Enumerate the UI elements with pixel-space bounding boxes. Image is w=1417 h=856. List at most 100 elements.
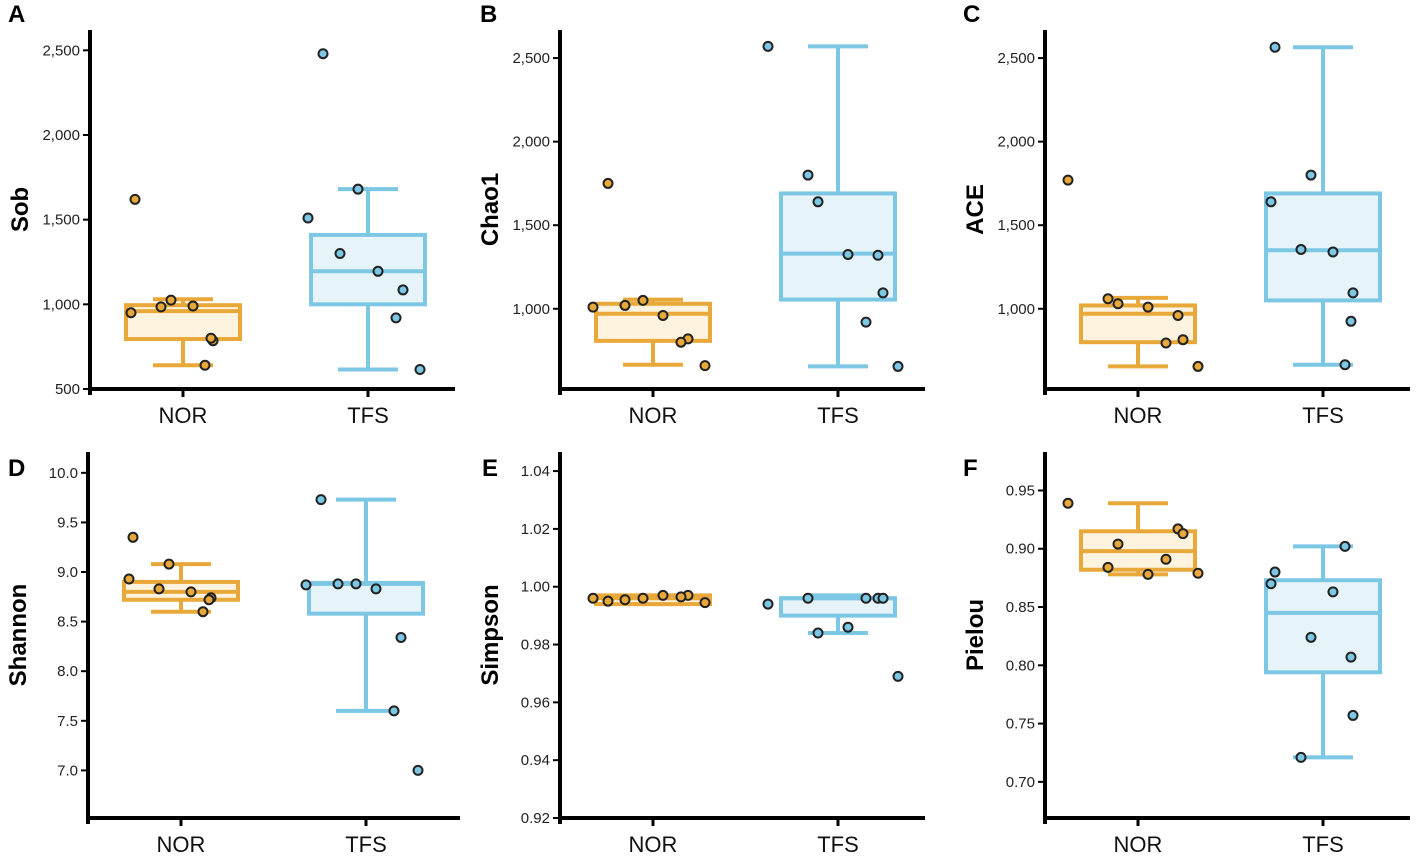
data-point bbox=[1345, 315, 1357, 327]
y-tick-label: 9.5 bbox=[57, 514, 78, 531]
data-point bbox=[1339, 359, 1351, 371]
data-point bbox=[762, 598, 774, 610]
data-point bbox=[1345, 651, 1357, 663]
data-point bbox=[203, 594, 215, 606]
data-point bbox=[315, 494, 327, 506]
y-axis-label: Sob bbox=[7, 187, 34, 232]
box-iqr bbox=[307, 580, 425, 616]
data-point bbox=[370, 583, 382, 595]
y-tick-label: 0.80 bbox=[1006, 657, 1035, 674]
data-point bbox=[1142, 568, 1154, 580]
y-tick-label: 0.85 bbox=[1006, 599, 1035, 616]
data-point bbox=[205, 332, 217, 344]
data-point bbox=[1347, 709, 1359, 721]
y-tick-label: 7.0 bbox=[57, 762, 78, 779]
data-point bbox=[877, 592, 889, 604]
y-tick-label: 1,000 bbox=[997, 301, 1035, 318]
panel-letter: C bbox=[963, 1, 980, 28]
data-point bbox=[1192, 567, 1204, 579]
box-NOR bbox=[124, 193, 242, 371]
data-point bbox=[1160, 337, 1172, 349]
data-point bbox=[163, 558, 175, 570]
data-point bbox=[127, 531, 139, 543]
data-point bbox=[1269, 566, 1281, 578]
y-tick-label: 0.98 bbox=[521, 637, 550, 654]
panel-letter: F bbox=[963, 455, 978, 482]
data-point bbox=[1295, 243, 1307, 255]
panel-A: A Sob 500 1,000 1,500 2,000 2,500 NOR TFS bbox=[7, 1, 455, 428]
data-point bbox=[155, 301, 167, 313]
x-tick-label: NOR bbox=[629, 832, 678, 856]
y-tick-label: 1,000 bbox=[512, 301, 550, 318]
y-tick-label: 0.90 bbox=[1006, 541, 1035, 558]
y-tick-label: 9.0 bbox=[57, 564, 78, 581]
x-tick-label: TFS bbox=[1302, 403, 1344, 428]
data-point bbox=[675, 336, 687, 348]
data-point bbox=[334, 248, 346, 260]
x-tick-label: TFS bbox=[817, 832, 859, 856]
box-TFS bbox=[762, 40, 904, 372]
box-iqr bbox=[1264, 191, 1382, 303]
panel-letter: A bbox=[8, 1, 25, 28]
y-tick-label: 10.0 bbox=[49, 465, 78, 482]
data-point bbox=[1295, 751, 1307, 763]
y-tick-label: 2,000 bbox=[997, 134, 1035, 151]
y-tick-label: 1.00 bbox=[521, 579, 550, 596]
x-tick-label: TFS bbox=[817, 403, 859, 428]
data-point bbox=[123, 573, 135, 585]
data-point bbox=[1305, 631, 1317, 643]
y-axis-label: Simpson bbox=[477, 584, 504, 685]
data-point bbox=[350, 578, 362, 590]
y-tick-label: 1.02 bbox=[521, 521, 550, 538]
y-tick-label: 1,500 bbox=[512, 217, 550, 234]
y-tick-label: 500 bbox=[55, 381, 80, 398]
data-point bbox=[390, 312, 402, 324]
data-point bbox=[802, 169, 814, 181]
y-tick-label: 2,500 bbox=[42, 42, 80, 59]
box-iqr bbox=[1264, 578, 1382, 675]
data-point bbox=[587, 301, 599, 313]
data-point bbox=[1305, 169, 1317, 181]
y-axis-label: ACE bbox=[962, 184, 989, 235]
panel-C: C ACE 1,000 1,500 2,000 2,500 NOR TFS bbox=[962, 1, 1410, 428]
box-NOR bbox=[587, 589, 712, 609]
box-iqr bbox=[779, 191, 897, 302]
data-point bbox=[412, 764, 424, 776]
y-tick-label: 2,000 bbox=[512, 134, 550, 151]
y-tick-label: 0.94 bbox=[521, 752, 550, 769]
data-point bbox=[1265, 578, 1277, 590]
data-point bbox=[395, 631, 407, 643]
data-point bbox=[860, 316, 872, 328]
data-point bbox=[300, 579, 312, 591]
box-iqr bbox=[594, 301, 712, 343]
data-point bbox=[602, 595, 614, 607]
data-point bbox=[1265, 196, 1277, 208]
y-tick-label: 0.70 bbox=[1006, 774, 1035, 791]
data-point bbox=[802, 592, 814, 604]
y-tick-label: 7.5 bbox=[57, 713, 78, 730]
panel-F: F Pielou 0.70 0.75 0.80 0.85 0.90 0.95 NOR TFS bbox=[962, 452, 1410, 856]
data-point bbox=[1102, 561, 1114, 573]
x-tick-label: TFS bbox=[347, 403, 389, 428]
data-point bbox=[129, 193, 141, 205]
data-point bbox=[872, 249, 884, 261]
data-point bbox=[1102, 293, 1114, 305]
data-point bbox=[1142, 301, 1154, 313]
data-point bbox=[1347, 287, 1359, 299]
y-tick-label: 1,500 bbox=[42, 212, 80, 229]
x-tick-label: NOR bbox=[1114, 403, 1163, 428]
box-TFS bbox=[300, 494, 425, 776]
data-point bbox=[153, 583, 165, 595]
data-point bbox=[657, 309, 669, 321]
data-point bbox=[637, 294, 649, 306]
panel-D: D Shannon 7.0 7.5 8.0 8.5 9.0 9.5 10.0 NOR TFS bbox=[5, 452, 460, 856]
y-tick-label: 2,000 bbox=[42, 127, 80, 144]
data-point bbox=[1327, 246, 1339, 258]
data-point bbox=[860, 592, 872, 604]
box-TFS bbox=[1264, 41, 1382, 371]
y-tick-label: 1,500 bbox=[997, 217, 1035, 234]
data-point bbox=[1269, 41, 1281, 53]
data-point bbox=[332, 578, 344, 590]
box-NOR bbox=[1062, 174, 1204, 372]
